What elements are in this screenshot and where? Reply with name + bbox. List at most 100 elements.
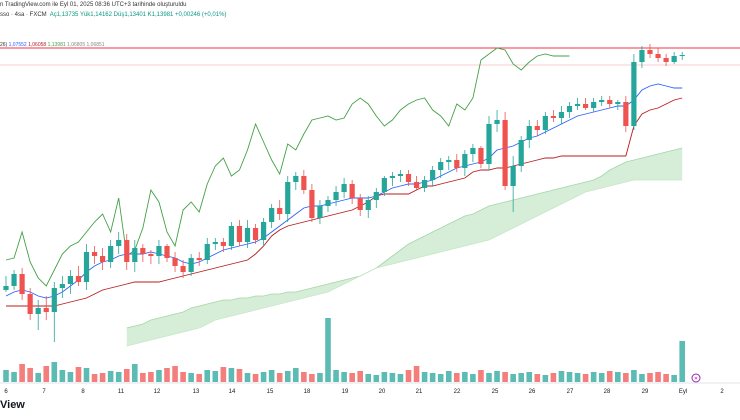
volume-bar <box>132 364 138 382</box>
candle-body <box>438 162 444 170</box>
candle-body <box>679 55 685 56</box>
candle <box>11 270 17 290</box>
candle <box>269 204 275 228</box>
candle-body <box>542 116 548 130</box>
volume-bar <box>615 372 621 382</box>
candle <box>655 48 661 62</box>
volume-bar <box>293 368 299 382</box>
candle-body <box>397 174 404 176</box>
candle <box>244 220 251 248</box>
candle-body <box>100 256 106 262</box>
candle-body <box>518 140 524 166</box>
candle-body <box>494 120 500 124</box>
candle-body <box>470 148 476 154</box>
candle-body <box>510 166 516 186</box>
volume-bar <box>284 371 291 382</box>
volume-bar <box>333 370 339 382</box>
candle <box>631 54 637 130</box>
volume-bar <box>164 368 170 382</box>
x-tick-label: 12 <box>154 389 161 395</box>
candle-body <box>357 198 363 210</box>
candle-body <box>108 246 114 262</box>
candle <box>389 172 395 186</box>
candle <box>51 282 57 342</box>
candle-body <box>59 284 65 288</box>
x-tick-label: 27 <box>567 389 574 395</box>
candle <box>478 146 484 168</box>
candle-body <box>212 242 218 244</box>
candle-body <box>462 154 468 168</box>
x-tick-label: 29 <box>642 389 649 395</box>
candle <box>341 178 347 198</box>
volume-bars <box>3 318 685 382</box>
candle-body <box>293 176 299 182</box>
candle <box>277 200 283 220</box>
volume-bar <box>598 373 605 382</box>
candle-body <box>269 208 275 222</box>
candle-body <box>27 294 33 314</box>
volume-bar <box>558 371 565 382</box>
candle-body <box>671 56 677 62</box>
candle-body <box>486 124 492 164</box>
symbol-label: sso · 4sa · FXCM <box>0 12 47 18</box>
candle-body <box>413 182 420 188</box>
conversion-line <box>5 83 683 299</box>
symbol-header[interactable]: sso · 4sa · FXCM Aç1,13735 Yük1,14162 Dü… <box>0 12 226 18</box>
candle <box>558 106 565 124</box>
candle-body <box>591 102 597 108</box>
candle <box>502 112 508 190</box>
x-tick-label: 14 <box>229 389 236 395</box>
x-tick-label: Eyl <box>679 389 687 395</box>
volume-bar <box>268 370 275 382</box>
volume-bar <box>204 370 211 382</box>
candle <box>349 180 355 204</box>
candle-body <box>325 200 331 206</box>
indicator-legend[interactable]: 26) 1,07552 1,06058 1,13981 1,06805 1,06… <box>0 42 105 48</box>
candle <box>615 100 621 110</box>
candle-body <box>446 160 452 162</box>
volume-bar <box>27 368 33 382</box>
volume-bar <box>429 373 436 382</box>
volume-bar <box>228 368 235 382</box>
x-tick-label: 2 <box>720 389 724 395</box>
volume-bar <box>373 375 380 382</box>
candle-body <box>19 274 25 294</box>
candle <box>333 186 339 206</box>
candle <box>164 244 170 262</box>
volume-bar <box>381 372 388 382</box>
volume-bar <box>260 372 267 382</box>
candle <box>639 46 645 68</box>
candle-body <box>422 180 428 188</box>
candle <box>156 240 162 264</box>
candle-body <box>607 100 613 104</box>
volume-bar <box>196 374 202 382</box>
candle-body <box>124 240 130 262</box>
candle-body <box>663 58 669 62</box>
volume-bar <box>212 371 219 382</box>
candle <box>591 98 597 112</box>
candle-body <box>132 248 138 262</box>
candle <box>3 276 9 292</box>
current-bar-marker[interactable]: ✕ <box>691 373 701 383</box>
volume-bar <box>341 372 347 382</box>
candle <box>381 176 387 196</box>
volume-bar <box>510 374 516 382</box>
candle <box>574 98 581 110</box>
candle-body <box>204 244 210 260</box>
volume-bar <box>647 373 653 382</box>
volume-bar <box>59 370 66 382</box>
candle <box>325 196 331 212</box>
volume-bar <box>357 371 363 382</box>
volume-bar <box>526 372 533 382</box>
candle-body <box>220 242 226 246</box>
candle-body <box>236 226 243 242</box>
candle <box>220 238 226 252</box>
candle <box>252 224 259 244</box>
volume-bar <box>276 373 283 382</box>
candle-body <box>631 62 637 126</box>
volume-bar <box>123 369 130 382</box>
candle-body <box>381 178 387 192</box>
volume-bar <box>148 372 154 382</box>
candle <box>172 252 178 272</box>
